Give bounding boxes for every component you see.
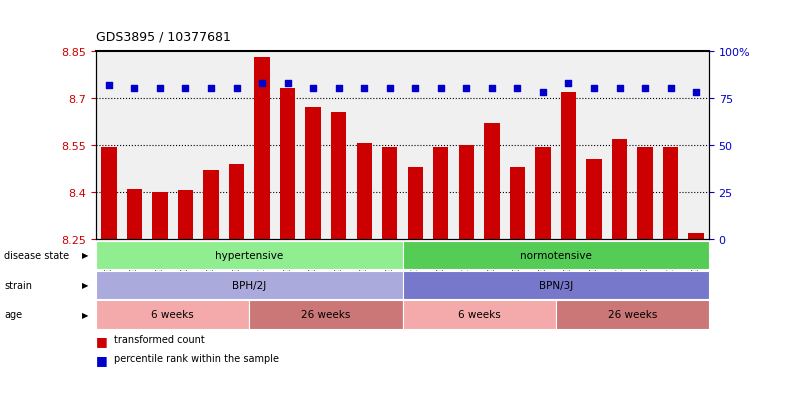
Bar — [638, 147, 653, 240]
Bar — [459, 145, 474, 240]
Bar — [152, 192, 167, 240]
Point — [664, 86, 677, 93]
Point — [128, 86, 141, 93]
Bar — [382, 147, 397, 240]
Text: ▶: ▶ — [82, 251, 88, 260]
Text: GDS3895 / 10377681: GDS3895 / 10377681 — [96, 31, 231, 43]
Bar — [484, 123, 500, 240]
Bar — [408, 168, 423, 240]
Bar — [255, 58, 270, 240]
Text: ■: ■ — [96, 335, 108, 347]
Point — [485, 86, 498, 93]
Text: strain: strain — [4, 280, 32, 290]
Text: 6 weeks: 6 weeks — [457, 310, 501, 320]
Point — [179, 86, 192, 93]
Bar — [663, 147, 678, 240]
Point — [154, 86, 167, 93]
Text: age: age — [4, 310, 22, 320]
Text: BPN/3J: BPN/3J — [538, 280, 573, 290]
Bar — [356, 144, 372, 240]
Text: BPH/2J: BPH/2J — [232, 280, 267, 290]
Point — [434, 86, 447, 93]
Text: 26 weeks: 26 weeks — [608, 310, 657, 320]
Bar — [127, 190, 142, 240]
Point — [511, 86, 524, 93]
Point — [613, 86, 626, 93]
Point — [460, 86, 473, 93]
Point — [562, 80, 575, 87]
Point — [332, 86, 345, 93]
Text: transformed count: transformed count — [114, 335, 204, 344]
Bar — [101, 147, 117, 240]
Bar — [331, 113, 346, 240]
Bar — [561, 93, 576, 240]
Bar — [612, 139, 627, 240]
Point — [281, 80, 294, 87]
Text: ▶: ▶ — [82, 310, 88, 319]
Bar — [203, 171, 219, 240]
Point — [638, 86, 651, 93]
Bar — [280, 89, 296, 240]
Bar — [509, 168, 525, 240]
Text: ■: ■ — [96, 353, 108, 366]
Text: percentile rank within the sample: percentile rank within the sample — [114, 353, 279, 363]
Point — [103, 82, 115, 89]
Bar — [229, 164, 244, 240]
Point — [358, 86, 371, 93]
Text: 6 weeks: 6 weeks — [151, 310, 194, 320]
Point — [256, 80, 268, 87]
Bar — [586, 160, 602, 240]
Point — [204, 86, 217, 93]
Bar — [433, 147, 449, 240]
Point — [230, 86, 243, 93]
Bar — [178, 191, 193, 240]
Point — [588, 86, 601, 93]
Point — [384, 86, 396, 93]
Point — [537, 90, 549, 96]
Text: normotensive: normotensive — [520, 250, 592, 260]
Bar — [535, 147, 550, 240]
Text: ▶: ▶ — [82, 280, 88, 290]
Text: hypertensive: hypertensive — [215, 250, 284, 260]
Bar — [305, 108, 320, 240]
Point — [307, 86, 320, 93]
Text: disease state: disease state — [4, 250, 69, 260]
Bar — [688, 233, 704, 240]
Text: 26 weeks: 26 weeks — [301, 310, 351, 320]
Point — [690, 90, 702, 96]
Point — [409, 86, 421, 93]
